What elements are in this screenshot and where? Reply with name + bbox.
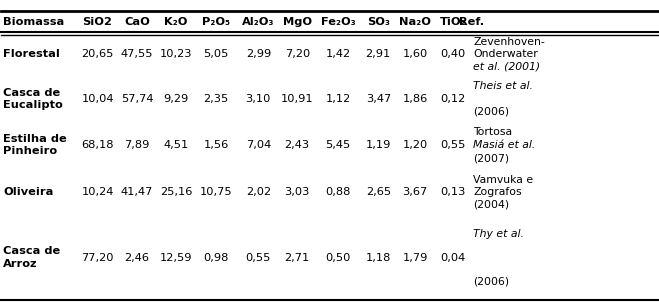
Text: 41,47: 41,47 (121, 187, 154, 197)
Text: 0,04: 0,04 (440, 252, 465, 263)
Text: 1,12: 1,12 (326, 94, 351, 104)
Text: 0,13: 0,13 (440, 187, 465, 197)
Text: 3,47: 3,47 (366, 94, 391, 104)
Text: 2,99: 2,99 (246, 49, 271, 59)
Text: 1,86: 1,86 (403, 94, 428, 104)
Text: 3,10: 3,10 (246, 94, 271, 104)
Text: Vamvuka e: Vamvuka e (473, 175, 533, 185)
Text: 10,91: 10,91 (281, 94, 314, 104)
Text: 77,20: 77,20 (81, 252, 114, 263)
Text: 20,65: 20,65 (81, 49, 114, 59)
Text: 2,91: 2,91 (366, 49, 391, 59)
Text: 3,03: 3,03 (285, 187, 310, 197)
Text: 2,43: 2,43 (285, 140, 310, 150)
Text: 68,18: 68,18 (81, 140, 114, 150)
Text: Theis et al.: Theis et al. (473, 81, 533, 91)
Text: Estilha de
Pinheiro: Estilha de Pinheiro (3, 134, 67, 156)
Text: 5,45: 5,45 (326, 140, 351, 150)
Text: 1,20: 1,20 (403, 140, 428, 150)
Text: 1,60: 1,60 (403, 49, 428, 59)
Text: 0,55: 0,55 (246, 252, 271, 263)
Text: 10,04: 10,04 (81, 94, 114, 104)
Text: Al₂O₃: Al₂O₃ (242, 16, 275, 27)
Text: 7,20: 7,20 (285, 49, 310, 59)
Text: Florestal: Florestal (3, 49, 60, 59)
Text: 47,55: 47,55 (121, 49, 154, 59)
Text: 1,79: 1,79 (403, 252, 428, 263)
Text: MgO: MgO (283, 16, 312, 27)
Text: SiO2: SiO2 (82, 16, 113, 27)
Text: TiO₂: TiO₂ (440, 16, 466, 27)
Text: 0,40: 0,40 (440, 49, 465, 59)
Text: Fe₂O₃: Fe₂O₃ (321, 16, 355, 27)
Text: 10,23: 10,23 (159, 49, 192, 59)
Text: Onderwater: Onderwater (473, 49, 538, 59)
Text: 5,05: 5,05 (204, 49, 229, 59)
Text: Ref.: Ref. (459, 16, 484, 27)
Text: Zevenhoven-: Zevenhoven- (473, 37, 545, 47)
Text: CaO: CaO (124, 16, 150, 27)
Text: 2,46: 2,46 (125, 252, 150, 263)
Text: SO₃: SO₃ (367, 16, 389, 27)
Text: 2,35: 2,35 (204, 94, 229, 104)
Text: (2007): (2007) (473, 153, 509, 163)
Text: (2004): (2004) (473, 200, 509, 210)
Text: 2,65: 2,65 (366, 187, 391, 197)
Text: 57,74: 57,74 (121, 94, 154, 104)
Text: 9,29: 9,29 (163, 94, 188, 104)
Text: Casca de
Eucalipto: Casca de Eucalipto (3, 88, 63, 110)
Text: K₂O: K₂O (164, 16, 188, 27)
Text: 0,12: 0,12 (440, 94, 465, 104)
Text: 2,02: 2,02 (246, 187, 271, 197)
Text: 10,24: 10,24 (81, 187, 114, 197)
Text: 12,59: 12,59 (159, 252, 192, 263)
Text: 1,56: 1,56 (204, 140, 229, 150)
Text: 0,50: 0,50 (326, 252, 351, 263)
Text: 25,16: 25,16 (159, 187, 192, 197)
Text: 1,18: 1,18 (366, 252, 391, 263)
Text: 1,42: 1,42 (326, 49, 351, 59)
Text: 0,98: 0,98 (204, 252, 229, 263)
Text: Thy et al.: Thy et al. (473, 229, 524, 239)
Text: et al. (2001): et al. (2001) (473, 61, 540, 71)
Text: Zografos: Zografos (473, 187, 522, 197)
Text: Tortosa: Tortosa (473, 127, 512, 137)
Text: (2006): (2006) (473, 276, 509, 286)
Text: Oliveira: Oliveira (3, 187, 53, 197)
Text: 7,04: 7,04 (246, 140, 271, 150)
Text: P₂O₅: P₂O₅ (202, 16, 230, 27)
Text: (2006): (2006) (473, 106, 509, 116)
Text: 7,89: 7,89 (125, 140, 150, 150)
Text: 0,55: 0,55 (440, 140, 465, 150)
Text: 4,51: 4,51 (163, 140, 188, 150)
Text: Na₂O: Na₂O (399, 16, 431, 27)
Text: 3,67: 3,67 (403, 187, 428, 197)
Text: 10,75: 10,75 (200, 187, 233, 197)
Text: Casca de
Arroz: Casca de Arroz (3, 246, 61, 269)
Text: Masiá et al.: Masiá et al. (473, 140, 536, 150)
Text: Biomassa: Biomassa (3, 16, 65, 27)
Text: 2,71: 2,71 (285, 252, 310, 263)
Text: 0,88: 0,88 (326, 187, 351, 197)
Text: 1,19: 1,19 (366, 140, 391, 150)
